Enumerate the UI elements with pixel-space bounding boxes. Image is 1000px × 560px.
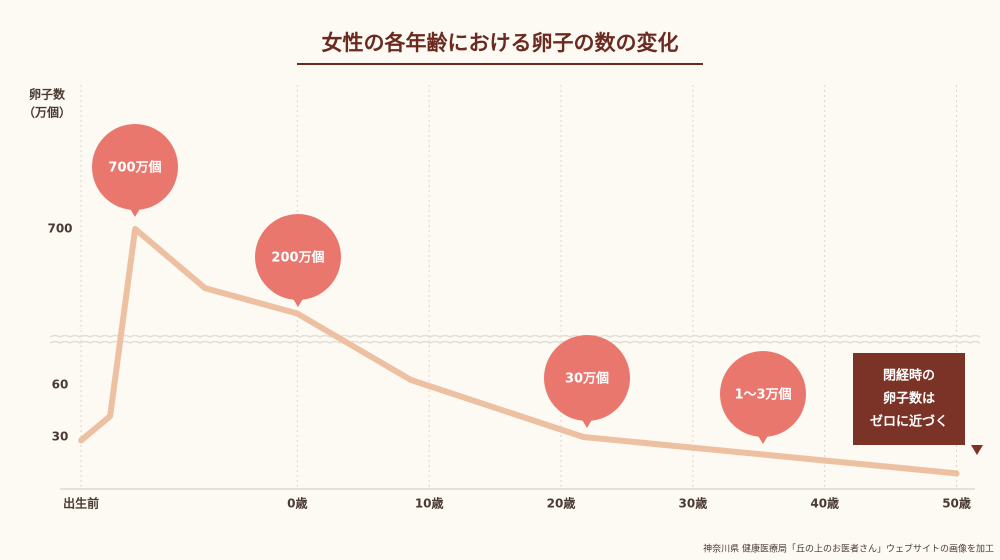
axis-break	[49, 340, 981, 344]
y-tick-label: 700	[47, 221, 72, 235]
callout-text: 700万個	[108, 160, 161, 176]
callout-box	[853, 353, 965, 445]
x-tick-label: 出生前	[63, 496, 99, 511]
callout-bubble	[255, 214, 341, 300]
callout-text: 閉経時の	[883, 368, 935, 384]
axis-break	[49, 334, 981, 338]
callout-bubble	[720, 351, 806, 437]
x-tick-label: 0歳	[287, 496, 307, 511]
x-tick-label: 10歳	[415, 496, 444, 511]
callout-text: 30万個	[565, 371, 609, 387]
callout-text: 1～3万個	[734, 387, 791, 403]
y-tick-label: 60	[52, 378, 69, 392]
data-line	[78, 225, 960, 477]
callout-bubble	[92, 124, 178, 210]
y-tick-label: 30	[52, 430, 69, 444]
x-tick-label: 20歳	[547, 496, 576, 511]
callout-text: 200万個	[271, 250, 324, 266]
x-tick-label: 30歳	[679, 496, 708, 511]
callout-bubble	[544, 335, 630, 421]
callout-pointer	[971, 445, 983, 455]
x-tick-label: 50歳	[942, 496, 971, 511]
y-axis-label: （万個）	[23, 105, 71, 120]
callout-text: ゼロに近づく	[870, 414, 948, 430]
chart-title: 女性の各年齢における卵子の数の変化	[322, 31, 679, 55]
source: 神奈川県 健康医療局「丘の上のお医者さん」ウェブサイトの画像を加工	[703, 543, 994, 555]
x-tick-label: 40歳	[810, 496, 839, 511]
y-axis-label: 卵子数	[29, 87, 66, 102]
callout-text: 卵子数は	[883, 391, 935, 407]
